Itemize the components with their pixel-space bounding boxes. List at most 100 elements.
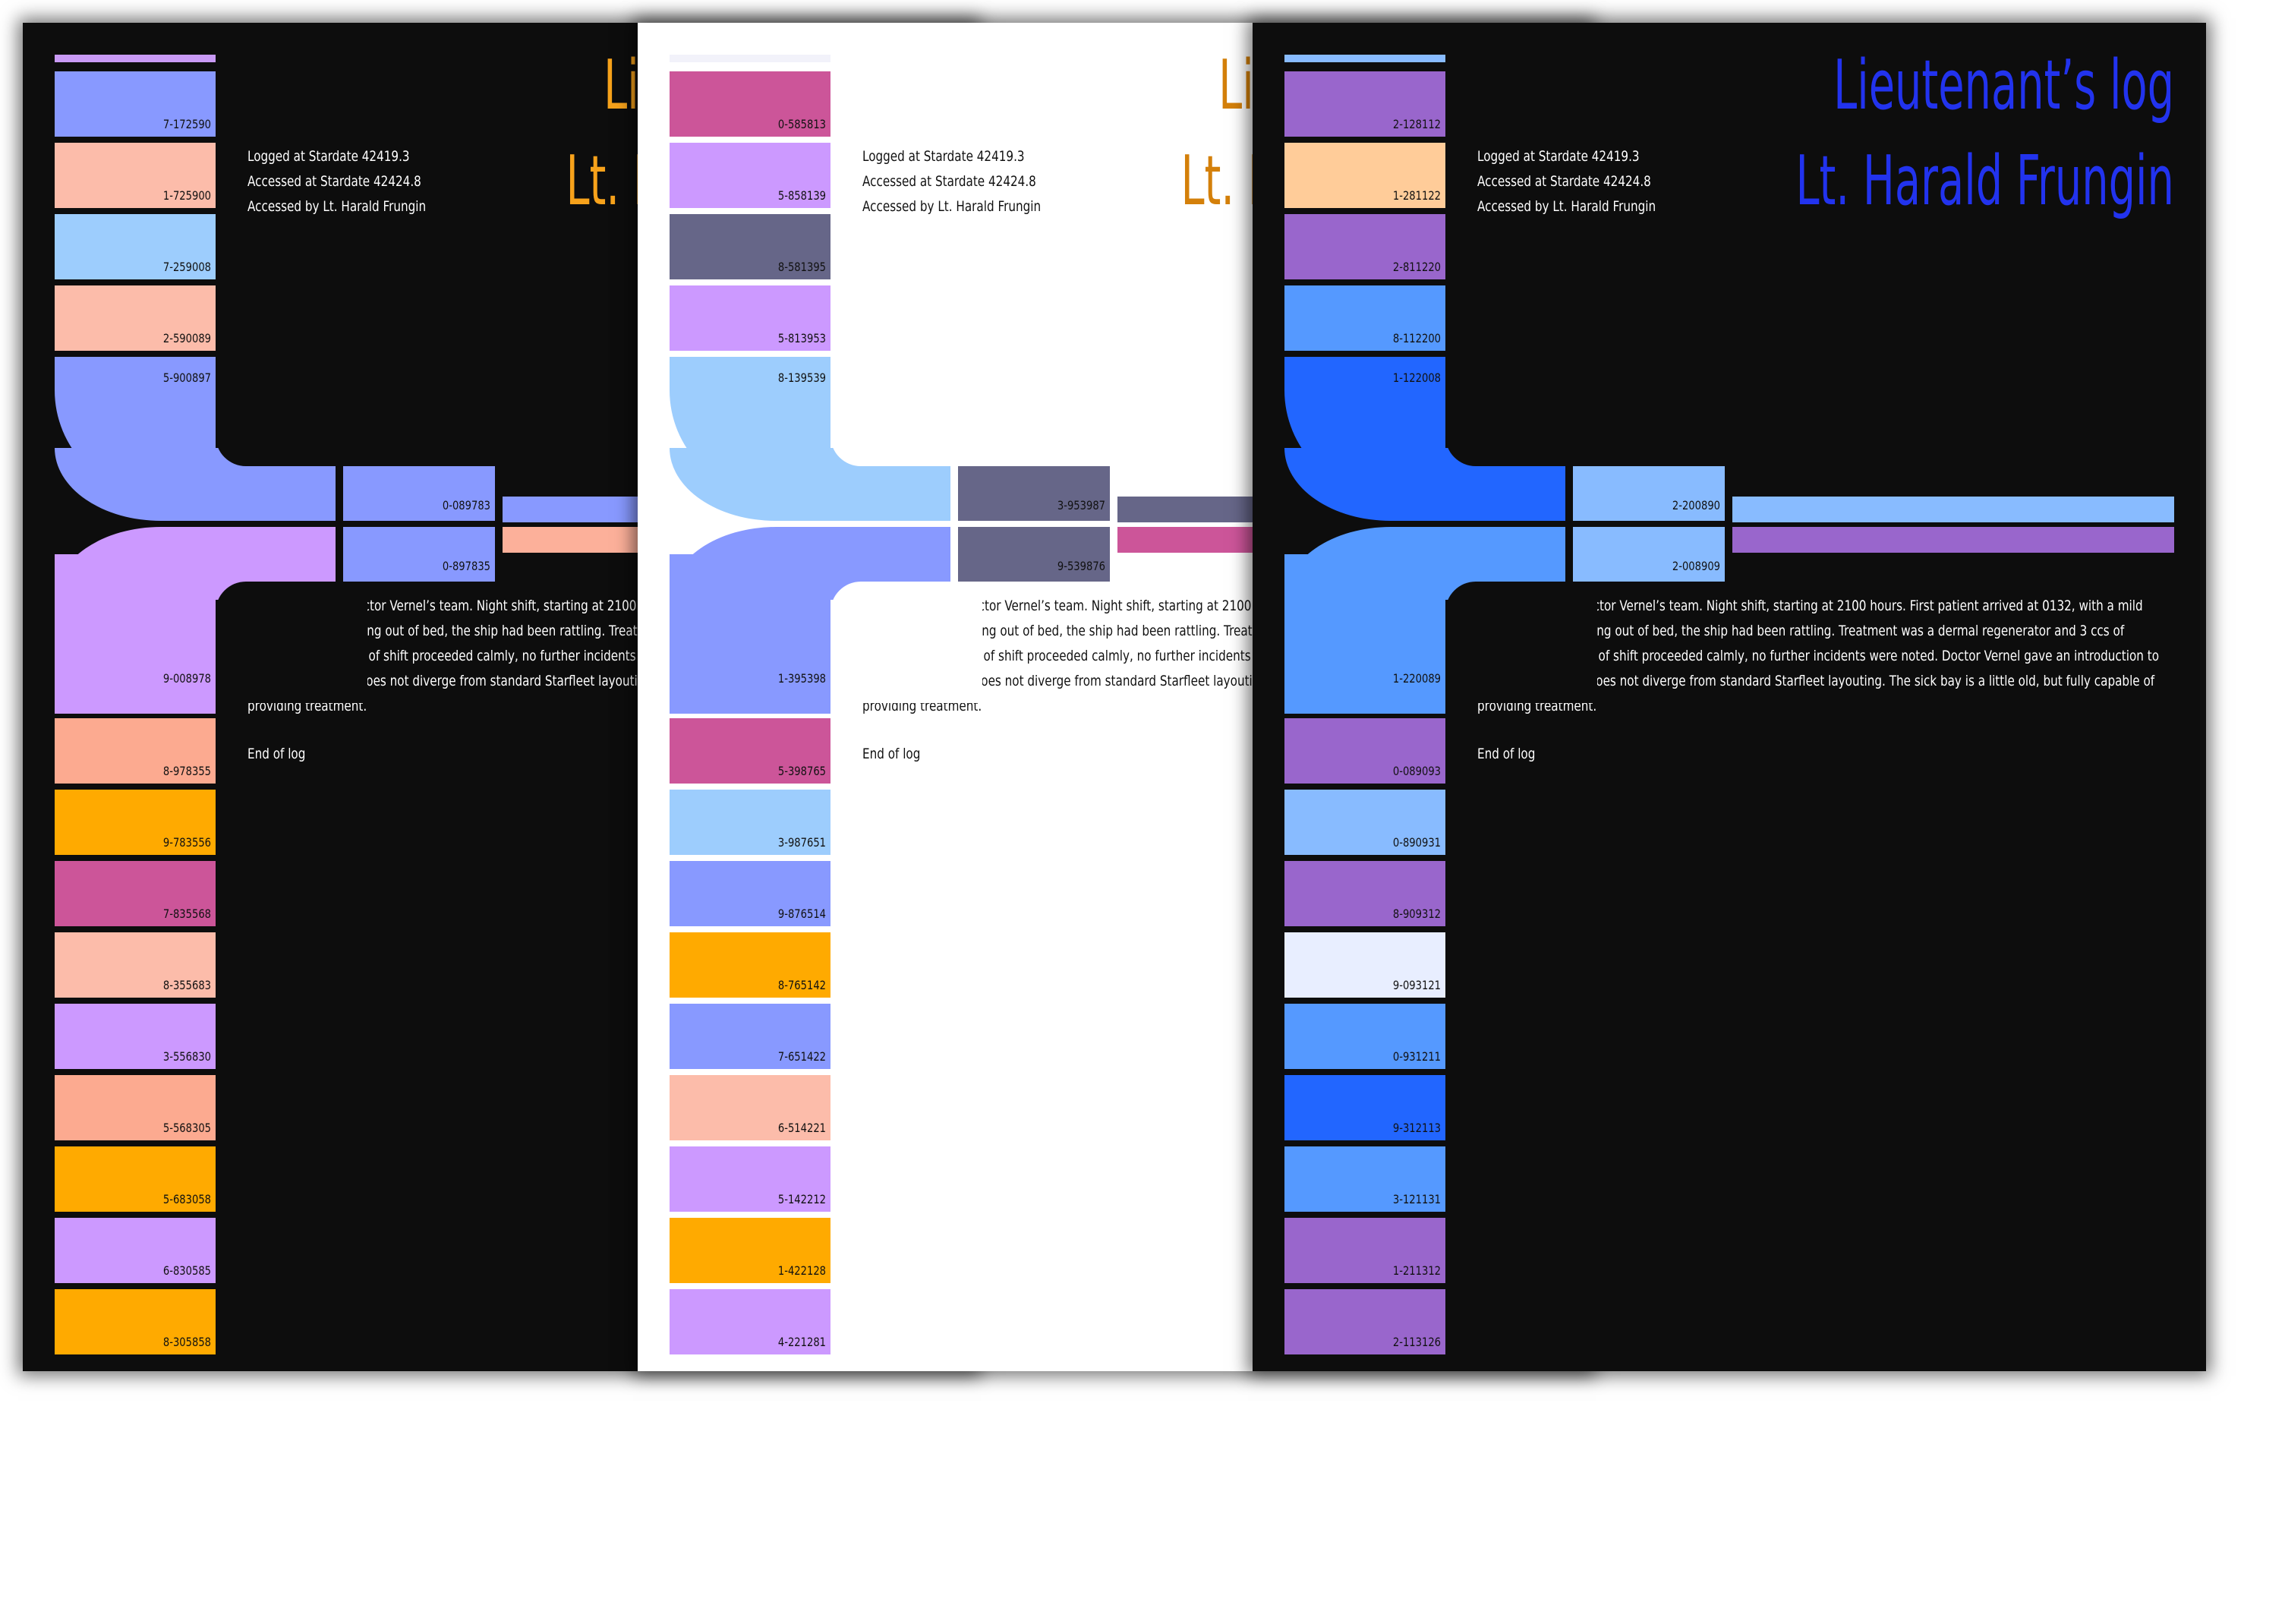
panel-code: 1-281122: [1392, 188, 1441, 203]
panel-code: 9-539876: [1057, 559, 1105, 573]
accessed-by: Accessed by Lt. Harald Frungin: [862, 198, 1042, 215]
elbow-upper-inner: [1445, 357, 1597, 466]
end-of-log: End of log: [1477, 746, 1536, 762]
panel-code: 8-978355: [162, 764, 211, 778]
code-block: [55, 285, 216, 351]
panel-code: 7-259008: [162, 260, 211, 274]
code-block: [670, 1289, 830, 1354]
panel-code: 5-683058: [162, 1192, 211, 1206]
panel-code: 2-590089: [162, 331, 211, 345]
code-block: [1284, 1289, 1445, 1354]
panel-code: 8-765142: [777, 978, 826, 992]
code-block: [55, 1146, 216, 1212]
code-block: [55, 71, 216, 137]
code-block: [55, 1218, 216, 1283]
panel-code: 0-931211: [1392, 1049, 1441, 1064]
code-block: [55, 143, 216, 208]
code-block: [1284, 1004, 1445, 1069]
panel-code: 1-395398: [777, 671, 826, 686]
panel-code: 3-556830: [162, 1049, 211, 1064]
code-block: [1284, 1146, 1445, 1212]
logged-stardate: Logged at Stardate 42419.3: [247, 148, 410, 165]
panel-code: 9-783556: [162, 835, 211, 850]
panel-code: 6-830585: [162, 1263, 211, 1278]
panel-code: 1-122008: [1392, 371, 1441, 385]
elbow-lower-inner: [1445, 582, 1597, 703]
logged-stardate: Logged at Stardate 42419.3: [862, 148, 1025, 165]
logged-stardate: Logged at Stardate 42419.3: [1477, 148, 1640, 165]
panel-code: 9-312113: [1392, 1121, 1441, 1135]
elbow-lower-col: [670, 554, 830, 714]
panel-code: 8-581395: [777, 260, 826, 274]
panel-code: 7-172590: [162, 117, 211, 131]
panel-code: 8-139539: [777, 371, 826, 385]
panel-code: 5-142212: [777, 1192, 826, 1206]
elbow-lower-col: [1284, 554, 1445, 714]
code-block: [1284, 1075, 1445, 1140]
mid-block-lower: [958, 527, 1110, 582]
code-block: [670, 285, 830, 351]
panel-code: 2-200890: [1672, 498, 1720, 512]
code-block: [670, 932, 830, 998]
panel-code: 9-876514: [777, 907, 826, 921]
panel-code: 0-089783: [442, 498, 490, 512]
panel-code: 4-221281: [777, 1335, 826, 1349]
panel-code: 0-089093: [1392, 764, 1441, 778]
code-block: [1284, 214, 1445, 279]
panel-code: 9-093121: [1392, 978, 1441, 992]
code-block: [55, 1075, 216, 1140]
mid-block-upper: [958, 466, 1110, 521]
log-meta: Logged at Stardate 42419.3 Accessed at S…: [247, 144, 426, 219]
elbow-upper-inner: [830, 357, 982, 466]
code-block: [1284, 718, 1445, 784]
accessed-stardate: Accessed at Stardate 42424.8: [1477, 173, 1651, 190]
top-strip: [55, 55, 216, 62]
elbow-lower-inner: [830, 582, 982, 703]
code-block: [670, 143, 830, 208]
code-block: [1284, 932, 1445, 998]
code-block: [55, 932, 216, 998]
panel-code: 2-128112: [1392, 117, 1441, 131]
panel-code: 5-813953: [777, 331, 826, 345]
elbow-lower-col: [55, 554, 216, 714]
accessed-stardate: Accessed at Stardate 42424.8: [247, 173, 421, 190]
elbow-lower-inner: [216, 582, 367, 703]
code-block: [670, 1146, 830, 1212]
panel-code: 6-514221: [777, 1121, 826, 1135]
log-meta: Logged at Stardate 42419.3 Accessed at S…: [1477, 144, 1656, 219]
code-block: [670, 718, 830, 784]
panel-code: 8-909312: [1392, 907, 1441, 921]
code-block: [1284, 861, 1445, 926]
panel-code: 8-305858: [162, 1335, 211, 1349]
code-block: [1284, 285, 1445, 351]
panel-code: 3-987651: [777, 835, 826, 850]
panel-code: 5-858139: [777, 188, 826, 203]
author-title: Lt. Harald Frungin: [1795, 141, 2174, 221]
code-block: [670, 861, 830, 926]
elbow-upper-inner: [216, 357, 367, 466]
log-body: I got assigned to Doctor Vernel’s team. …: [1477, 598, 2159, 714]
code-block: [1284, 1218, 1445, 1283]
code-block: [670, 71, 830, 137]
panel-code: 2-811220: [1392, 260, 1441, 274]
mid-block-upper: [343, 466, 495, 521]
code-block: [1284, 790, 1445, 855]
mid-block-lower: [343, 527, 495, 582]
accessed-stardate: Accessed at Stardate 42424.8: [862, 173, 1036, 190]
panel-code: 2-113126: [1392, 1335, 1441, 1349]
panel-code: 8-112200: [1392, 331, 1441, 345]
panel-code: 3-953987: [1057, 498, 1105, 512]
panel-code: 1-422128: [777, 1263, 826, 1278]
top-strip: [670, 55, 830, 62]
top-strip: [1284, 55, 1445, 62]
code-block: [55, 718, 216, 784]
mid-block-lower: [1573, 527, 1725, 582]
mid-block-upper: [1573, 466, 1725, 521]
panel-code: 5-900897: [162, 371, 211, 385]
panel-code: 0-897835: [442, 559, 490, 573]
code-block: [670, 1004, 830, 1069]
accessed-by: Accessed by Lt. Harald Frungin: [247, 198, 427, 215]
panel-code: 7-835568: [162, 907, 211, 921]
panel-code: 8-355683: [162, 978, 211, 992]
end-of-log: End of log: [862, 746, 921, 762]
